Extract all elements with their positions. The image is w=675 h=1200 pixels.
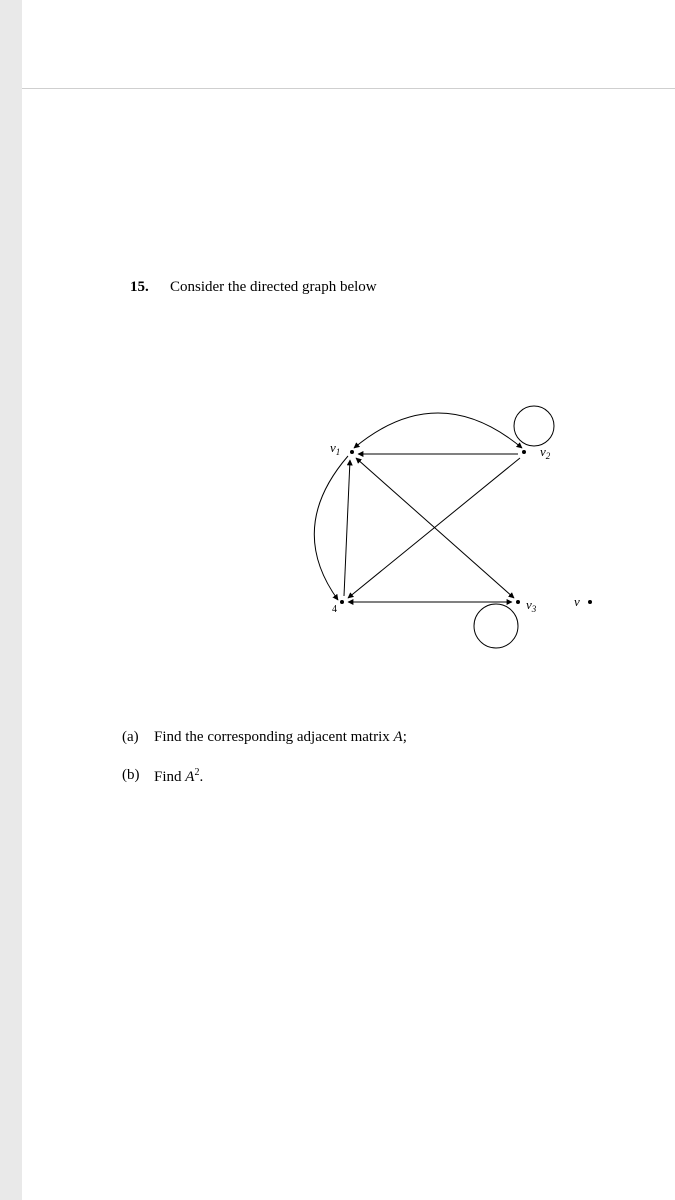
isolated-dot: [588, 600, 592, 604]
edge-v1-v3: [356, 458, 514, 598]
problem-number: 15.: [130, 279, 149, 296]
label-isolated-v: v: [574, 594, 580, 609]
node-v2: [522, 450, 526, 454]
edge-v2-v4: [348, 458, 520, 598]
edge-v1-v2-arc: [354, 413, 522, 448]
problem-statement: Consider the directed graph below: [170, 279, 377, 296]
self-loop-v2: [514, 406, 554, 446]
part-a-marker: (a): [122, 729, 139, 746]
part-b-text: Find A2.: [154, 767, 203, 786]
self-loop-v3: [474, 604, 518, 648]
node-v4: [340, 600, 344, 604]
part-a-var: A: [394, 729, 403, 745]
node-v3: [516, 600, 520, 604]
label-v1: v1: [330, 440, 340, 457]
node-v1: [350, 450, 354, 454]
part-b-post: .: [199, 769, 203, 785]
part-b-pre: Find: [154, 769, 185, 785]
part-b-marker: (b): [122, 767, 140, 784]
part-a-pre: Find the corresponding adjacent matrix: [154, 729, 394, 745]
label-v2: v2: [540, 444, 551, 461]
label-v4: 4: [332, 604, 337, 615]
edge-v1-v4-arc: [314, 456, 348, 600]
edge-v4-v1: [344, 460, 350, 596]
part-a-text: Find the corresponding adjacent matrix A…: [154, 729, 407, 746]
problem-block: 15. Consider the directed graph below: [22, 0, 675, 1200]
part-a-post: ;: [403, 729, 407, 745]
page: 15. Consider the directed graph below: [22, 0, 675, 1200]
directed-graph-figure: v1 v2 v3 4 v: [292, 380, 612, 670]
label-v3: v3: [526, 597, 537, 614]
